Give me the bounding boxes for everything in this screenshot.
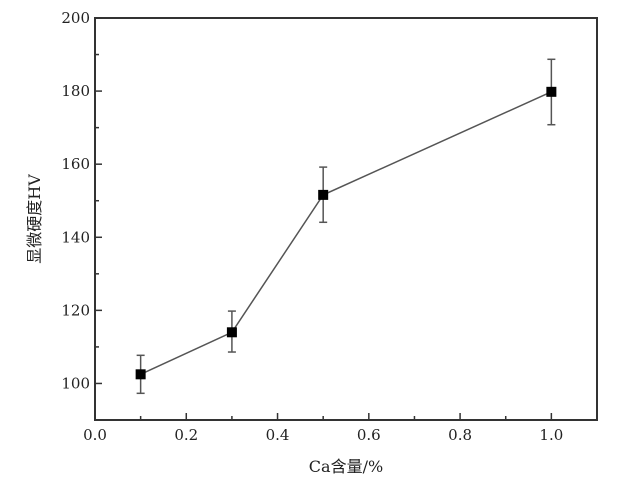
x-tick-label: 0.2	[174, 426, 198, 444]
x-tick-label: 1.0	[539, 426, 563, 444]
y-tick-label: 160	[61, 155, 90, 173]
data-point	[546, 86, 557, 97]
y-tick-label: 120	[61, 301, 90, 319]
x-tick-label: 0.6	[357, 426, 381, 444]
y-tick-label: 180	[61, 82, 90, 100]
data-point	[318, 189, 329, 200]
data-point	[226, 327, 237, 338]
x-axis-label: Ca含量/%	[309, 457, 383, 476]
y-tick-label: 140	[61, 228, 90, 246]
x-tick-label: 0.0	[83, 426, 107, 444]
series-line	[140, 91, 552, 375]
y-axis-label: 显微硬度HV	[25, 174, 44, 264]
y-tick-label: 100	[61, 374, 90, 392]
x-tick-label: 0.4	[266, 426, 290, 444]
y-tick-label: 200	[61, 9, 90, 27]
x-tick-label: 0.8	[448, 426, 472, 444]
plot-frame	[94, 17, 598, 421]
data-point	[135, 369, 146, 380]
